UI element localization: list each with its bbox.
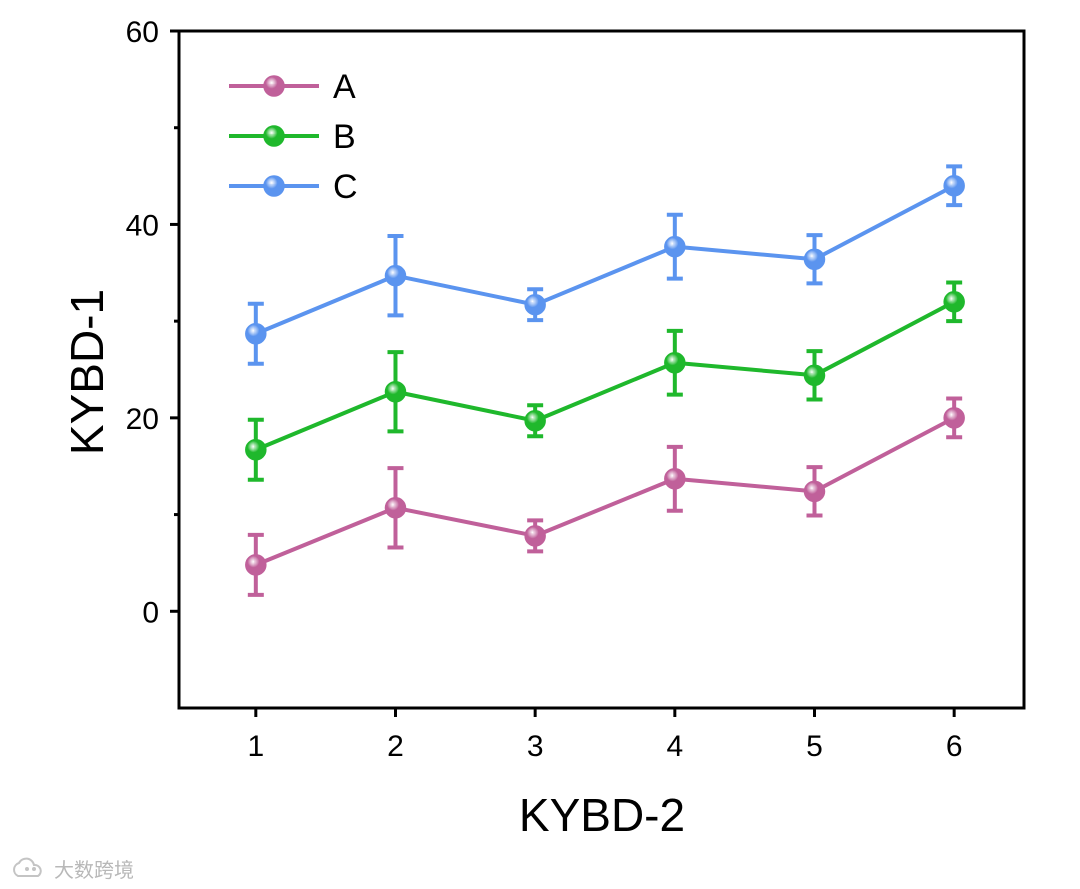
series-B <box>245 280 965 482</box>
legend-item-B: B <box>229 118 356 156</box>
legend-item-A: A <box>229 68 356 106</box>
y-tick-label: 0 <box>142 596 159 629</box>
x-tick-label: 2 <box>387 730 404 763</box>
legend-marker <box>263 75 285 97</box>
x-tick-label: 5 <box>806 730 823 763</box>
x-tick-label: 4 <box>666 730 683 763</box>
legend-label: C <box>333 168 358 206</box>
series-C <box>245 164 965 366</box>
series-line <box>255 416 956 567</box>
y-tick-label: 60 <box>126 16 159 49</box>
series-A <box>245 396 965 597</box>
data-point <box>943 407 965 429</box>
data-point <box>524 293 546 316</box>
x-axis-title: KYBD-2 <box>519 789 685 841</box>
x-tick-label: 3 <box>527 730 544 763</box>
legend-marker <box>263 175 285 197</box>
x-tick-label: 1 <box>247 730 264 763</box>
data-point <box>384 497 407 519</box>
legend: ABC <box>229 68 358 206</box>
data-point <box>803 248 826 270</box>
axes: 0 20 40 60 1 2 3 4 5 6 <box>126 16 963 763</box>
plot-frame <box>177 29 1026 710</box>
plot-marks <box>245 164 965 597</box>
series-line <box>255 183 956 336</box>
legend-label: A <box>333 68 356 106</box>
data-point <box>943 291 965 313</box>
legend-marker <box>263 125 285 147</box>
data-point <box>524 410 546 432</box>
data-point <box>245 439 267 461</box>
legend-item-C: C <box>229 168 358 206</box>
watermark: 大数跨境 <box>8 854 134 883</box>
y-tick-label: 20 <box>126 403 159 436</box>
data-point <box>803 364 826 387</box>
x-tick-label: 6 <box>946 730 963 763</box>
data-point <box>245 322 267 345</box>
legend-label: B <box>333 118 356 156</box>
y-axis-title: KYBD-1 <box>61 289 113 455</box>
data-point <box>524 525 546 547</box>
data-point <box>384 264 407 287</box>
cloud-logo-icon <box>13 857 42 877</box>
data-point <box>664 351 686 374</box>
data-point <box>245 554 267 576</box>
data-point <box>384 380 407 403</box>
series-line <box>255 300 956 452</box>
watermark-text: 大数跨境 <box>54 858 134 882</box>
data-point <box>943 174 965 197</box>
data-point <box>664 235 686 258</box>
y-tick-label: 40 <box>126 209 159 242</box>
data-point <box>803 480 826 503</box>
data-point <box>664 468 686 490</box>
